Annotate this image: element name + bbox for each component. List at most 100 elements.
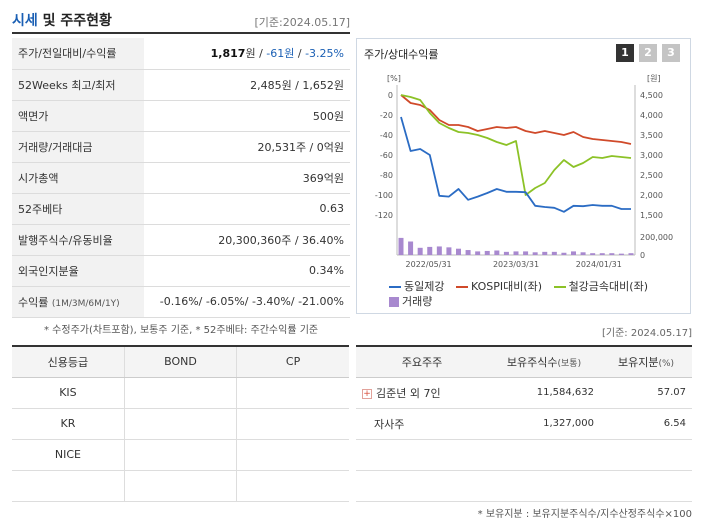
left-axis-label: [%] [387, 74, 401, 83]
chart-tab-2[interactable]: 2 [639, 44, 657, 62]
info-label: 발행주식수/유동비율 [12, 224, 144, 256]
agency-name: NICE [12, 439, 125, 471]
info-value: 2,485원 / 1,652원 [144, 69, 350, 101]
right-axis-label: [원] [647, 74, 661, 83]
holder-percent: 6.54 [600, 408, 692, 440]
table-header-row: 주요주주 보유주식수(보통) 보유지분(%) [356, 346, 692, 378]
right-tick-label: 4,000 [640, 111, 663, 120]
info-value: 369억원 [144, 162, 350, 194]
info-label: 52주베타 [12, 193, 144, 225]
volume-bar [599, 253, 605, 255]
price-info-table: 주가/전일대비/수익률 1,817원 / -61원 / -3.25% 52Wee… [12, 38, 350, 318]
info-label: 수익률 (1M/3M/6M/1Y) [12, 286, 144, 318]
volume-bar [542, 251, 548, 255]
right-tick-label: 3,500 [640, 131, 663, 140]
cp-grade [236, 470, 349, 502]
legend-line-icon [553, 286, 566, 288]
volume-bar [523, 251, 529, 255]
volume-bar [609, 253, 615, 255]
info-row-price: 주가/전일대비/수익률 1,817원 / -61원 / -3.25% [12, 38, 350, 70]
info-row-shares: 발행주식수/유동비율 20,300,360주 / 36.40% [12, 224, 350, 256]
table-row: 자사주 1,327,000 6.54 [356, 408, 692, 440]
info-label: 52Weeks 최고/최저 [12, 69, 144, 101]
column-header: 보유지분(%) [600, 346, 692, 378]
info-value: 0.34% [144, 255, 350, 287]
column-header: 신용등급 [12, 346, 125, 378]
volume-bar [580, 252, 586, 255]
legend-item-kospi: KOSPI대비(좌) [455, 279, 542, 294]
chart-title: 주가/상대수익률 [364, 48, 439, 61]
volume-bar [446, 247, 452, 255]
table-row: KIS [12, 377, 349, 409]
left-tick-label: -60 [380, 151, 393, 160]
volume-bar [484, 250, 490, 255]
volume-bar [513, 251, 519, 255]
info-row-52weeks: 52Weeks 최고/최저 2,485원 / 1,652원 [12, 69, 350, 101]
legend-line-icon [389, 286, 401, 288]
holder-name: 자사주 [356, 408, 488, 440]
x-tick-label: 2023/03/31 [493, 260, 539, 269]
right-tick-label: 1,500 [640, 211, 663, 220]
agency-name: KR [12, 408, 125, 440]
right-tick-label: 4,500 [640, 91, 663, 100]
volume-bar [503, 251, 509, 255]
info-row-par-value: 액면가 500원 [12, 100, 350, 132]
holder-shares: 11,584,632 [488, 377, 600, 409]
volume-bar [551, 251, 557, 255]
volume-bar [398, 237, 404, 255]
shareholder-table: 주요주주 보유주식수(보통) 보유지분(%) + 김준년 외 7인 11,584,… [356, 345, 692, 502]
legend-item-volume: 거래량 [389, 294, 432, 309]
chart-tab-3[interactable]: 3 [662, 44, 680, 62]
legend-item-steel: 철강금속대비(좌) [553, 279, 648, 294]
holder-percent: 57.07 [600, 377, 692, 409]
holder-name: + 김준년 외 7인 [356, 377, 488, 409]
bond-grade [123, 377, 237, 409]
legend-item-stock: 동일제강 [389, 279, 444, 294]
price-chart: 0 -20 -40 -60 -80 -100 -120 [%] 4,500 4,000 3,500 3… [375, 74, 673, 269]
bond-grade [123, 439, 237, 471]
legend-line-icon [455, 286, 468, 288]
chart-reference-date: [기준: 2024.05.17] [601, 328, 692, 339]
info-value: 500원 [144, 100, 350, 132]
volume-bar [456, 248, 461, 255]
info-value: -0.16%/ -6.05%/ -3.40%/ -21.00% [144, 286, 350, 318]
volume-bar [417, 247, 423, 255]
volume-bar [571, 251, 576, 255]
info-label: 시가총액 [12, 162, 144, 194]
series-line-1 [400, 94, 632, 145]
info-value: 20,531주 / 0억원 [144, 131, 350, 163]
left-tick-label: 0 [388, 91, 393, 100]
legend-square-icon [389, 297, 399, 307]
volume-bar [590, 253, 596, 255]
reference-date: [기준:2024.05.17] [254, 16, 350, 29]
volume-bar [618, 253, 624, 255]
info-row-market-cap: 시가총액 369억원 [12, 162, 350, 194]
volume-bar [408, 241, 414, 255]
credit-grade-table: 신용등급 BOND CP KIS KR NICE [12, 345, 349, 502]
column-header: 보유주식수(보통) [488, 346, 600, 378]
cp-grade [236, 377, 349, 409]
volume-bar [427, 246, 433, 255]
left-tick-label: -40 [380, 131, 393, 140]
chart-tab-1[interactable]: 1 [616, 44, 634, 62]
series-line-0 [400, 116, 631, 213]
table-row [356, 439, 692, 471]
left-tick-label: -100 [375, 191, 393, 200]
plus-icon[interactable]: + [362, 388, 372, 399]
bond-grade [123, 408, 237, 440]
volume-tick-label: 200,000 [640, 233, 673, 242]
agency-name [12, 470, 125, 502]
holder-shares: 1,327,000 [488, 408, 600, 440]
agency-name: KIS [12, 377, 125, 409]
volume-bar [436, 246, 442, 255]
bond-grade [123, 470, 237, 502]
volume-bar [532, 252, 538, 255]
x-tick-label: 2024/01/31 [576, 260, 622, 269]
table-row[interactable]: + 김준년 외 7인 11,584,632 57.07 [356, 377, 692, 409]
info-label: 주가/전일대비/수익률 [12, 38, 144, 70]
info-label: 액면가 [12, 100, 144, 132]
table-row: NICE [12, 439, 349, 471]
volume-tick-label: 0 [640, 251, 645, 260]
info-row-return: 수익률 (1M/3M/6M/1Y) -0.16%/ -6.05%/ -3.40%… [12, 286, 350, 318]
